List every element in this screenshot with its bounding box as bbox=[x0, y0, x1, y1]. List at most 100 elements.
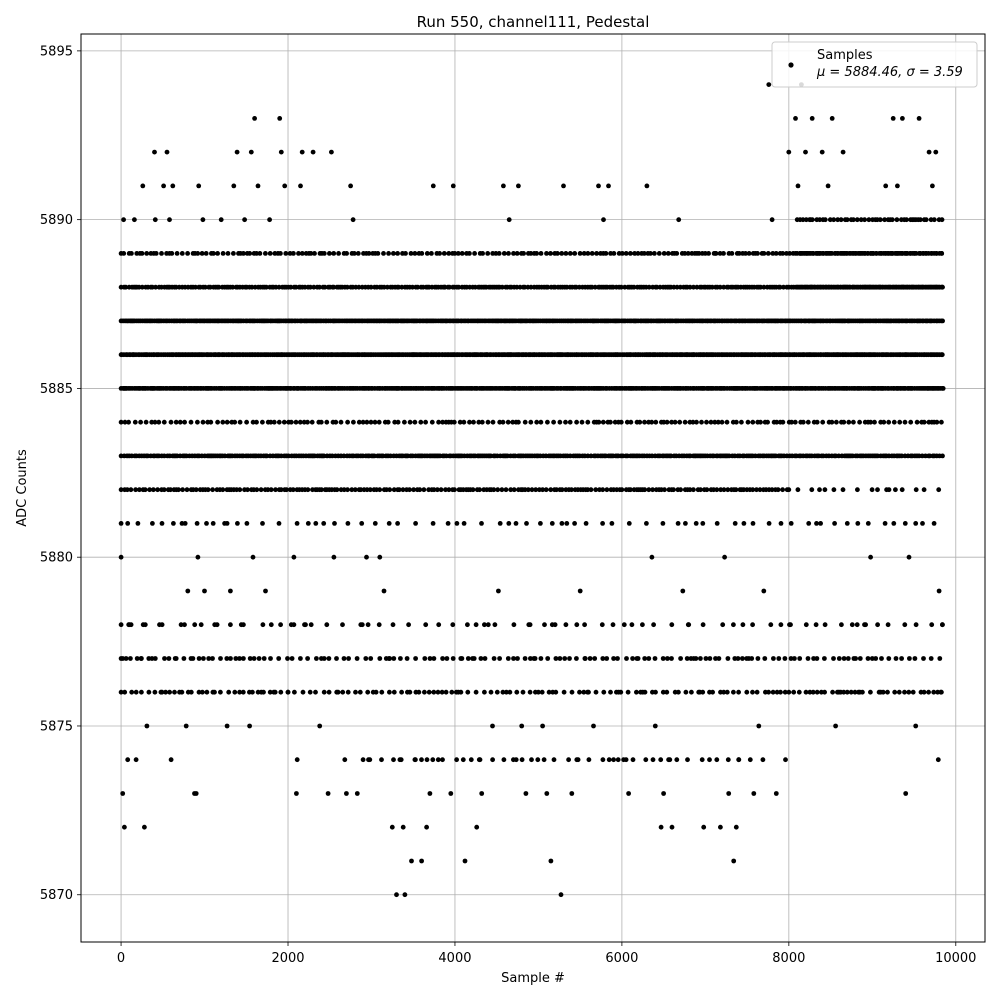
sample-point bbox=[206, 656, 212, 661]
sample-point bbox=[642, 656, 648, 661]
sample-point bbox=[183, 723, 189, 729]
sample-point bbox=[263, 588, 268, 594]
sample-point bbox=[545, 656, 551, 661]
sample-point bbox=[686, 622, 692, 628]
sample-point bbox=[367, 487, 373, 493]
sample-point bbox=[644, 183, 650, 189]
sample-point bbox=[456, 284, 462, 290]
sample-point bbox=[745, 419, 751, 425]
sample-point bbox=[319, 656, 324, 661]
sample-point bbox=[758, 419, 763, 425]
sample-point bbox=[350, 217, 356, 223]
sample-point bbox=[706, 251, 711, 256]
sample-point bbox=[660, 689, 666, 695]
sample-point bbox=[776, 656, 782, 661]
sample-point bbox=[159, 521, 165, 526]
sample-point bbox=[305, 656, 310, 661]
sample-point bbox=[625, 689, 631, 695]
sample-point bbox=[726, 791, 732, 796]
sample-point bbox=[354, 656, 360, 661]
sample-point bbox=[781, 284, 786, 290]
sample-point bbox=[372, 521, 378, 526]
sample-point bbox=[921, 656, 926, 661]
sample-point bbox=[761, 251, 767, 256]
sample-point bbox=[840, 487, 846, 493]
sample-point bbox=[724, 689, 730, 695]
sample-point bbox=[611, 757, 616, 763]
sample-point bbox=[407, 487, 412, 493]
sample-point bbox=[451, 419, 457, 425]
sample-point bbox=[499, 487, 505, 493]
sample-point bbox=[359, 622, 365, 628]
sample-point bbox=[511, 251, 516, 256]
sample-point bbox=[758, 284, 763, 290]
sample-point bbox=[296, 251, 301, 256]
sample-point bbox=[397, 757, 403, 763]
sample-point bbox=[796, 689, 802, 695]
sample-point bbox=[700, 689, 706, 695]
sample-point bbox=[443, 487, 448, 493]
sample-point bbox=[544, 251, 549, 256]
sample-point bbox=[839, 622, 844, 628]
sample-point bbox=[152, 656, 158, 661]
sample-point bbox=[355, 251, 361, 256]
sample-point bbox=[435, 757, 441, 763]
sample-point bbox=[830, 689, 835, 695]
sample-point bbox=[841, 689, 847, 695]
sample-point bbox=[308, 251, 314, 256]
sample-point bbox=[331, 554, 337, 560]
sample-point bbox=[505, 656, 511, 661]
y-tick-label: 5875 bbox=[40, 719, 73, 734]
sample-point bbox=[628, 419, 634, 425]
sample-point bbox=[142, 622, 148, 628]
sample-point bbox=[440, 757, 445, 763]
sample-point bbox=[153, 251, 159, 256]
sample-point bbox=[387, 487, 393, 493]
sample-point bbox=[338, 419, 344, 425]
sample-point bbox=[596, 419, 602, 425]
sample-point bbox=[910, 689, 916, 695]
sample-point bbox=[437, 251, 442, 256]
sample-point bbox=[936, 487, 942, 493]
sample-point bbox=[172, 689, 177, 695]
sample-point bbox=[559, 521, 565, 526]
sample-point bbox=[418, 419, 424, 425]
sample-point bbox=[913, 487, 919, 493]
data-points bbox=[118, 82, 946, 898]
sample-point bbox=[390, 622, 396, 628]
sample-point bbox=[477, 487, 482, 493]
sample-point bbox=[324, 419, 330, 425]
sample-point bbox=[152, 149, 157, 155]
sample-point bbox=[118, 689, 124, 695]
sample-point bbox=[439, 689, 445, 695]
sample-point bbox=[733, 824, 739, 830]
sample-point bbox=[291, 251, 296, 256]
sample-point bbox=[845, 656, 851, 661]
sample-point bbox=[766, 521, 772, 526]
sample-point bbox=[669, 419, 674, 425]
sample-point bbox=[741, 521, 747, 526]
sample-point bbox=[436, 419, 441, 425]
sample-point bbox=[532, 656, 538, 661]
sample-point bbox=[441, 251, 447, 256]
sample-point bbox=[628, 251, 633, 256]
sample-point bbox=[720, 622, 726, 628]
sample-point bbox=[803, 217, 809, 223]
sample-point bbox=[348, 183, 353, 189]
sample-point bbox=[581, 251, 587, 256]
sample-point bbox=[615, 757, 621, 763]
sample-point bbox=[460, 757, 466, 763]
sample-point bbox=[523, 791, 529, 796]
sample-point bbox=[345, 689, 351, 695]
sample-point bbox=[516, 183, 521, 189]
sample-point bbox=[761, 588, 767, 594]
sample-point bbox=[913, 521, 919, 526]
sample-point bbox=[549, 521, 555, 526]
sample-point bbox=[260, 622, 266, 628]
sample-point bbox=[379, 689, 385, 695]
sample-point bbox=[204, 521, 209, 526]
sample-point bbox=[349, 487, 355, 493]
sample-point bbox=[218, 656, 223, 661]
sample-point bbox=[435, 487, 440, 493]
sample-point bbox=[231, 183, 237, 189]
